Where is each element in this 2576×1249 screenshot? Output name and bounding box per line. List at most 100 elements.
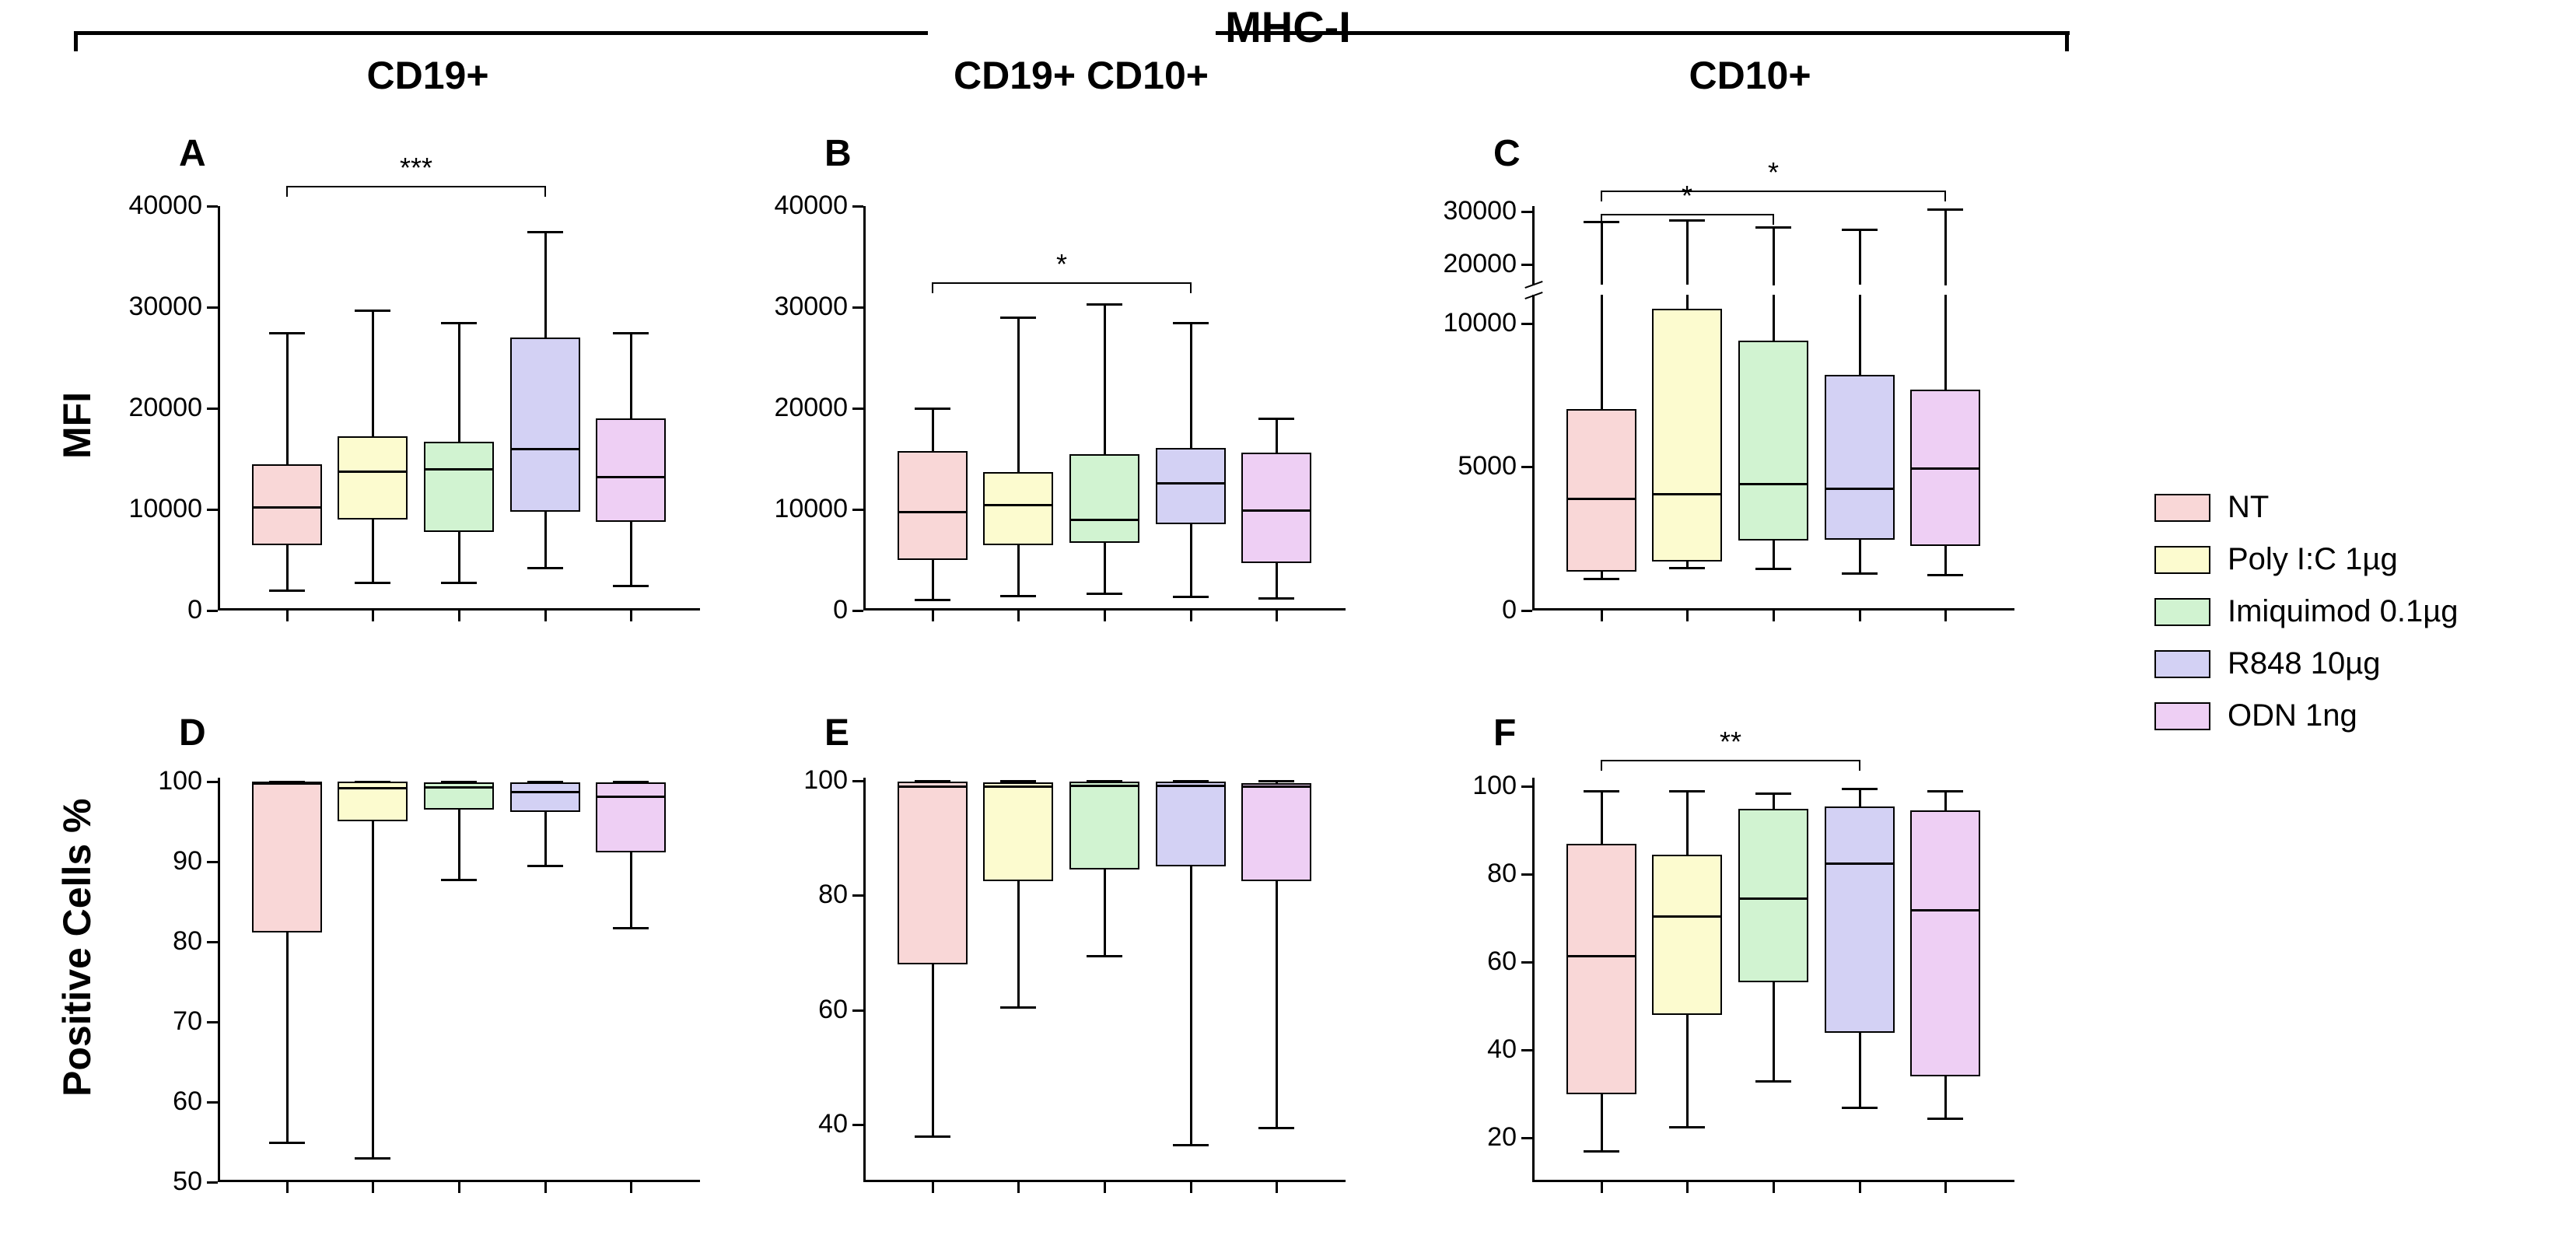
panel-letter: F [1493, 712, 1516, 754]
panel-letter: C [1493, 132, 1521, 175]
whisker [1859, 229, 1861, 285]
median [252, 782, 322, 785]
median [1738, 483, 1808, 485]
x-tick [372, 1182, 374, 1193]
sig-label: * [1015, 248, 1108, 281]
whisker-cap [915, 1135, 950, 1138]
x-tick [1686, 611, 1689, 621]
y-axis [863, 778, 866, 1182]
x-tick [1017, 1182, 1020, 1193]
y-tick-label: 30000 [1416, 196, 1517, 226]
panel-letter: A [179, 132, 206, 175]
whisker-cap [1755, 1080, 1791, 1083]
column-title: CD19+ [233, 53, 622, 98]
whisker-cap [1173, 322, 1209, 324]
legend-swatch [2154, 546, 2210, 574]
figure-root: MHC-ICD19+CD19+ CD10+CD10+MFIPositive Ce… [0, 0, 2576, 1249]
y-tick-label: 0 [747, 595, 848, 625]
box [338, 436, 408, 520]
y-tick-label: 20000 [101, 393, 202, 423]
y-tick [207, 205, 218, 208]
y-tick-label: 40000 [747, 191, 848, 221]
y-tick [1521, 1049, 1532, 1051]
y-tick [1521, 785, 1532, 788]
whisker-cap [613, 585, 649, 587]
y-tick-label: 80 [101, 926, 202, 957]
y-tick [1521, 323, 1532, 325]
median [424, 468, 494, 471]
median [1069, 785, 1139, 787]
x-tick [1601, 611, 1603, 621]
median [252, 506, 322, 509]
whisker-cap [1584, 578, 1619, 580]
box [252, 464, 322, 545]
column-title: CD19+ CD10+ [887, 53, 1276, 98]
y-tick-label: 40000 [101, 191, 202, 221]
median [338, 787, 408, 789]
panel-C: 05000100002000030000** [1532, 206, 2014, 611]
y-tick-label: 40 [747, 1109, 848, 1139]
median [510, 448, 580, 450]
whisker [1686, 295, 1689, 309]
y-tick [1521, 873, 1532, 876]
y-tick-label: 60 [101, 1086, 202, 1117]
sig-tick [1601, 191, 1602, 201]
legend-label: ODN 1ng [2228, 698, 2357, 733]
legend-item: Poly I:C 1µg [2154, 542, 2459, 577]
box [983, 472, 1053, 545]
median [983, 504, 1053, 506]
sig-tick [544, 186, 546, 197]
y-tick-label: 80 [1416, 859, 1517, 889]
whisker-cap [1258, 418, 1294, 420]
whisker [1944, 209, 1947, 285]
y-tick-label: 90 [101, 846, 202, 876]
whisker-cap [1000, 317, 1036, 319]
y-tick [207, 509, 218, 511]
rule-cap [2065, 31, 2069, 51]
row-label: MFI [54, 392, 100, 459]
legend-label: NT [2228, 490, 2269, 525]
whisker-cap [355, 310, 390, 312]
sig-bar [933, 282, 1191, 284]
whisker-cap [915, 599, 950, 601]
y-tick-label: 40 [1416, 1034, 1517, 1065]
box [1910, 810, 1980, 1076]
y-tick [1521, 466, 1532, 468]
legend-label: R848 10µg [2228, 646, 2381, 681]
whisker-cap [1842, 1107, 1878, 1109]
y-tick-label: 70 [101, 1006, 202, 1037]
whisker [1773, 295, 1775, 341]
y-tick-label: 100 [101, 766, 202, 796]
title-rule-left [74, 31, 928, 35]
y-tick-label: 30000 [101, 292, 202, 322]
column-title: CD10+ [1556, 53, 1944, 98]
sig-tick [1601, 760, 1602, 771]
row-label: Positive Cells % [54, 799, 100, 1097]
x-tick [932, 611, 934, 621]
x-tick [1686, 1182, 1689, 1193]
x-tick [630, 611, 632, 621]
x-tick [1017, 611, 1020, 621]
whisker-cap [1669, 1126, 1705, 1128]
y-axis [1532, 778, 1535, 1182]
whisker-cap [1927, 1118, 1963, 1120]
y-tick-label: 10000 [1416, 308, 1517, 338]
box [1156, 448, 1226, 524]
whisker-cap [269, 590, 305, 592]
y-tick [207, 1101, 218, 1104]
x-tick [1276, 611, 1278, 621]
whisker-cap [1669, 219, 1705, 222]
median [510, 791, 580, 793]
x-tick [372, 611, 374, 621]
y-tick [852, 1009, 863, 1012]
median [1069, 519, 1139, 521]
whisker-cap [355, 1157, 390, 1160]
legend-swatch [2154, 494, 2210, 522]
x-tick [1190, 611, 1192, 621]
y-tick-label: 20000 [1416, 249, 1517, 279]
box [1652, 309, 1722, 562]
median [1241, 785, 1311, 788]
whisker [1773, 227, 1775, 285]
x-tick [1773, 611, 1775, 621]
sig-bar [1601, 760, 1860, 761]
